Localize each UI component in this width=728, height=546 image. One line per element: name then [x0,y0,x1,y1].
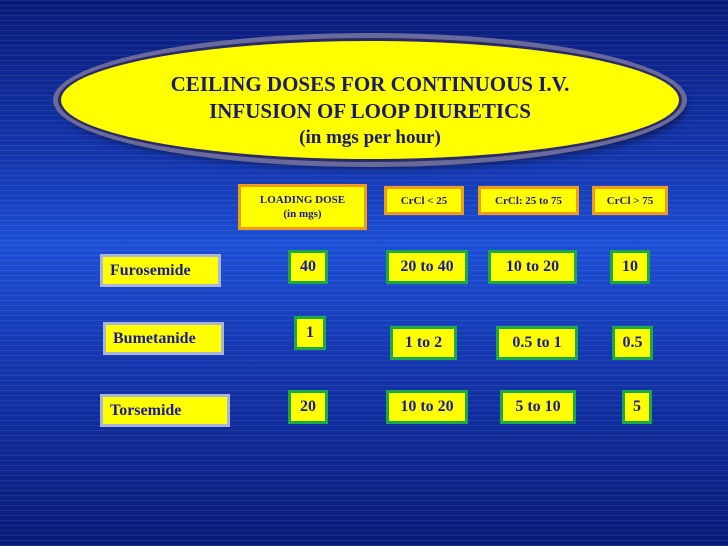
crcl-25-75-bumetanide: 0.5 to 1 [496,326,578,360]
title-subtitle: (in mgs per hour) [299,127,441,148]
value-text: 0.5 to 1 [512,334,562,351]
value-text: 5 [633,398,641,415]
header-loading-dose: LOADING DOSE (in mgs) [238,184,367,230]
header-crcl-lt-25: CrCl < 25 [384,186,464,215]
header-crcl-lt-25-label: CrCl < 25 [400,194,448,207]
title-line-1: CEILING DOSES FOR CONTINUOUS I.V. [170,72,570,96]
drug-name: Furosemide [110,261,191,279]
value-text: 0.5 [622,334,643,351]
drug-name: Bumetanide [113,329,196,347]
value-text: 1 [306,324,314,341]
value-text: 1 to 2 [404,334,443,351]
crcl-lt-25-furosemide: 20 to 40 [386,250,468,284]
drug-label-furosemide: Furosemide [100,254,221,287]
crcl-gt-75-bumetanide: 0.5 [612,326,653,360]
header-crcl-25-75-label: CrCl: 25 to 75 [495,194,562,207]
loading-dose-bumetanide: 1 [294,316,326,350]
value-text: 10 to 20 [400,398,454,415]
drug-name: Torsemide [110,401,182,419]
crcl-lt-25-torsemide: 10 to 20 [386,390,468,424]
header-crcl-gt-75-label: CrCl > 75 [606,194,654,207]
value-text: 40 [300,258,316,275]
value-text: 20 to 40 [400,258,454,275]
header-crcl-gt-75: CrCl > 75 [592,186,668,215]
drug-label-torsemide: Torsemide [100,394,230,427]
loading-dose-torsemide: 20 [288,390,328,424]
title-oval: CEILING DOSES FOR CONTINUOUS I.V. INFUSI… [58,38,682,162]
loading-dose-furosemide: 40 [288,250,328,284]
value-text: 20 [300,398,316,415]
value-text: 10 [622,258,638,275]
header-loading-dose-unit: (in mgs) [283,208,322,220]
crcl-gt-75-torsemide: 5 [622,390,652,424]
crcl-lt-25-bumetanide: 1 to 2 [390,326,457,360]
crcl-gt-75-furosemide: 10 [610,250,650,284]
crcl-25-75-furosemide: 10 to 20 [488,250,577,284]
value-text: 10 to 20 [505,258,560,275]
value-text: 5 to 10 [515,398,561,415]
header-loading-dose-label: LOADING DOSE [259,194,346,206]
header-crcl-25-75: CrCl: 25 to 75 [478,186,579,215]
drug-label-bumetanide: Bumetanide [103,322,224,355]
title-line-2: INFUSION OF LOOP DIURETICS [209,99,531,123]
crcl-25-75-torsemide: 5 to 10 [500,390,576,424]
